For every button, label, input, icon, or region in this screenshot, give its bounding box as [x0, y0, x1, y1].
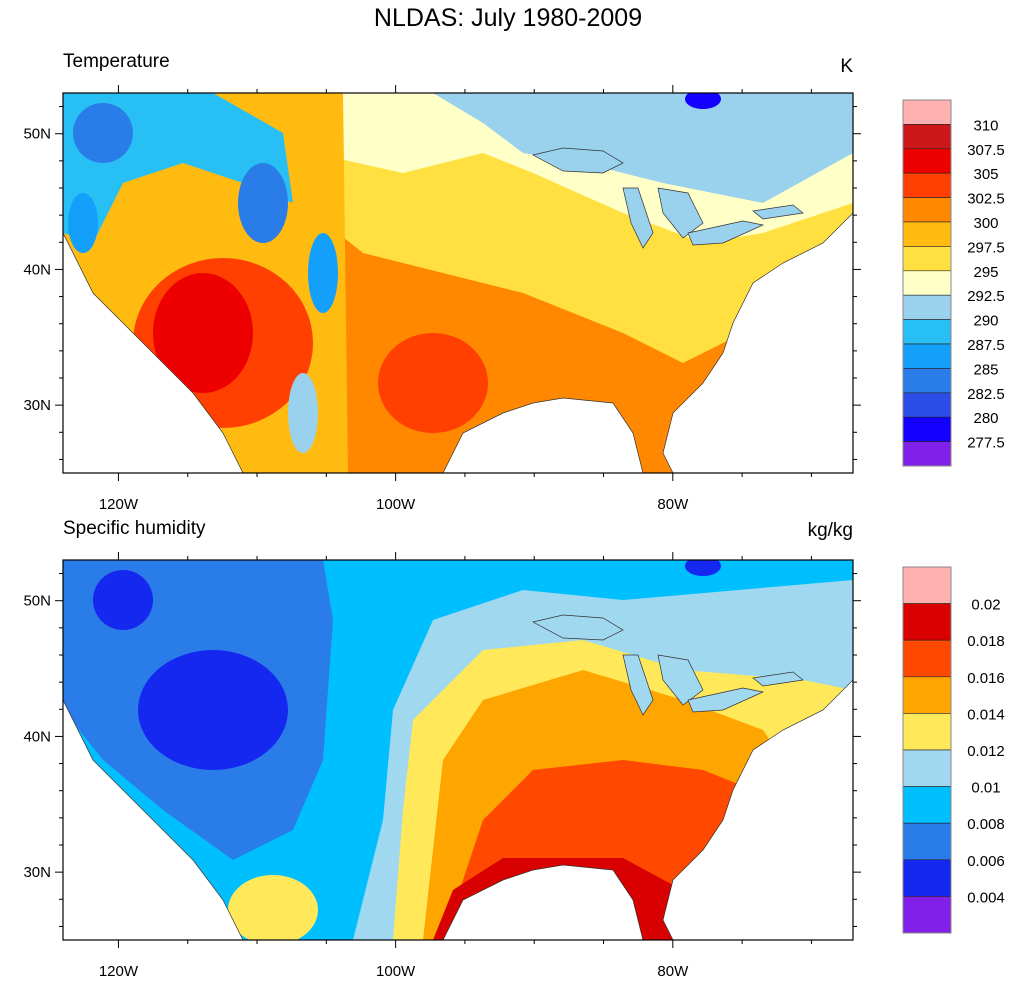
- lon-tick-label: 100W: [376, 963, 416, 980]
- temperature-coastlines: [62, 92, 854, 474]
- lon-tick-label: 80W: [657, 963, 689, 980]
- colorbar-swatch: [902, 441, 952, 467]
- humidity-contour-region: [685, 560, 721, 576]
- colorbar-swatch: [902, 124, 952, 150]
- lat-tick-label: 30N: [23, 397, 51, 414]
- great-lake: [687, 220, 765, 246]
- temperature-units: K: [840, 56, 853, 77]
- lat-tick-label: 30N: [23, 864, 51, 881]
- temperature-contour-region: [288, 373, 318, 453]
- colorbar-swatch: [902, 343, 952, 369]
- colorbar-level-label: 0.018: [967, 633, 1005, 650]
- colorbar-swatch: [902, 603, 952, 641]
- lat-tick-label: 50N: [23, 593, 51, 610]
- lon-tick-label: 120W: [99, 496, 139, 513]
- temperature-contour-region: [308, 233, 338, 313]
- temperature-contour-region: [238, 163, 288, 243]
- colorbar-level-label: 282.5: [967, 386, 1005, 403]
- colorbar-swatch: [902, 749, 952, 787]
- colorbar-level-label: 300: [973, 215, 998, 232]
- humidity-units: kg/kg: [807, 520, 853, 541]
- great-lake: [622, 654, 654, 716]
- colorbar-level-label: 305: [973, 166, 998, 183]
- great-lake: [657, 187, 704, 239]
- temperature-contour-region: [685, 93, 721, 109]
- colorbar-level-label: 0.02: [971, 597, 1000, 614]
- temperature-map-frame: [62, 92, 854, 474]
- temperature-contour-region: [433, 93, 853, 203]
- temperature-field: [63, 93, 853, 473]
- humidity-contour-region: [138, 650, 288, 770]
- colorbar-level-label: 290: [973, 313, 998, 330]
- colorbar-swatch: [902, 416, 952, 442]
- colorbar-level-label: 0.008: [967, 816, 1005, 833]
- colorbar-swatch: [902, 392, 952, 418]
- temperature-contour-region: [153, 273, 253, 393]
- colorbar-swatch: [902, 99, 952, 125]
- colorbar-swatch: [902, 294, 952, 320]
- great-lake: [687, 687, 765, 713]
- great-lake: [532, 147, 624, 174]
- humidity-map-frame: [62, 559, 854, 941]
- colorbar-level-label: 292.5: [967, 288, 1005, 305]
- lon-tick-label: 80W: [657, 496, 689, 513]
- lat-tick-label: 40N: [23, 728, 51, 745]
- colorbar-swatch: [902, 786, 952, 824]
- colorbar-level-label: 307.5: [967, 142, 1005, 159]
- colorbar-swatch: [902, 172, 952, 198]
- colorbar-level-label: 297.5: [967, 239, 1005, 256]
- colorbar-level-label: 287.5: [967, 337, 1005, 354]
- great-lake: [532, 614, 624, 641]
- colorbar-swatch: [902, 676, 952, 714]
- colorbar-level-label: 0.004: [967, 889, 1005, 906]
- colorbar-swatch: [902, 197, 952, 223]
- colorbar-level-label: 285: [973, 361, 998, 378]
- temperature-contour-region: [378, 333, 488, 433]
- colorbar-level-label: 277.5: [967, 435, 1005, 452]
- colorbar-level-label: 295: [973, 264, 998, 281]
- colorbar-level-label: 302.5: [967, 191, 1005, 208]
- colorbar-swatch: [902, 566, 952, 604]
- colorbar-swatch: [902, 270, 952, 296]
- lon-tick-label: 100W: [376, 496, 416, 513]
- colorbar-swatch: [902, 896, 952, 934]
- humidity-colorbar: 0.02 0.018 0.016 0.014 0.012 0.01 0.008 0.006 0.…: [902, 566, 1005, 934]
- colorbar-swatch: [902, 639, 952, 678]
- temperature-colorbar: 310 307.5 305 302.5 300 297.5 295 292.5 290 287.5…: [902, 99, 1005, 467]
- colorbar-level-label: 310: [973, 117, 998, 134]
- colorbar-level-label: 0.012: [967, 743, 1005, 760]
- colorbar-swatch: [902, 713, 952, 751]
- temperature-panel-title: Temperature: [63, 51, 170, 72]
- colorbar-swatch: [902, 319, 952, 345]
- great-lake: [657, 654, 704, 706]
- figure-title: NLDAS: July 1980-2009: [373, 4, 643, 32]
- colorbar-level-label: 0.006: [967, 853, 1005, 870]
- colorbar-swatch: [902, 221, 952, 247]
- colorbar-level-label: 280: [973, 410, 998, 427]
- humidity-panel-title: Specific humidity: [63, 518, 206, 539]
- colorbar-swatch: [902, 148, 952, 174]
- lat-tick-label: 50N: [23, 126, 51, 143]
- humidity-contour-region: [228, 875, 318, 940]
- lat-tick-label: 40N: [23, 261, 51, 278]
- great-lake: [752, 204, 804, 220]
- colorbar-level-label: 0.016: [967, 670, 1005, 687]
- temperature-contour-region: [68, 193, 98, 253]
- humidity-coastlines: [62, 559, 854, 941]
- lon-tick-label: 120W: [99, 963, 139, 980]
- great-lake: [622, 187, 654, 249]
- humidity-field: [63, 560, 853, 940]
- colorbar-level-label: 0.014: [967, 706, 1005, 723]
- colorbar-swatch: [902, 822, 952, 861]
- colorbar-swatch: [902, 859, 952, 897]
- colorbar-swatch: [902, 368, 952, 394]
- great-lake: [752, 671, 804, 687]
- humidity-contour-region: [93, 570, 153, 630]
- colorbar-swatch: [902, 246, 952, 272]
- temperature-contour-region: [73, 103, 133, 163]
- colorbar-level-label: 0.01: [971, 780, 1000, 797]
